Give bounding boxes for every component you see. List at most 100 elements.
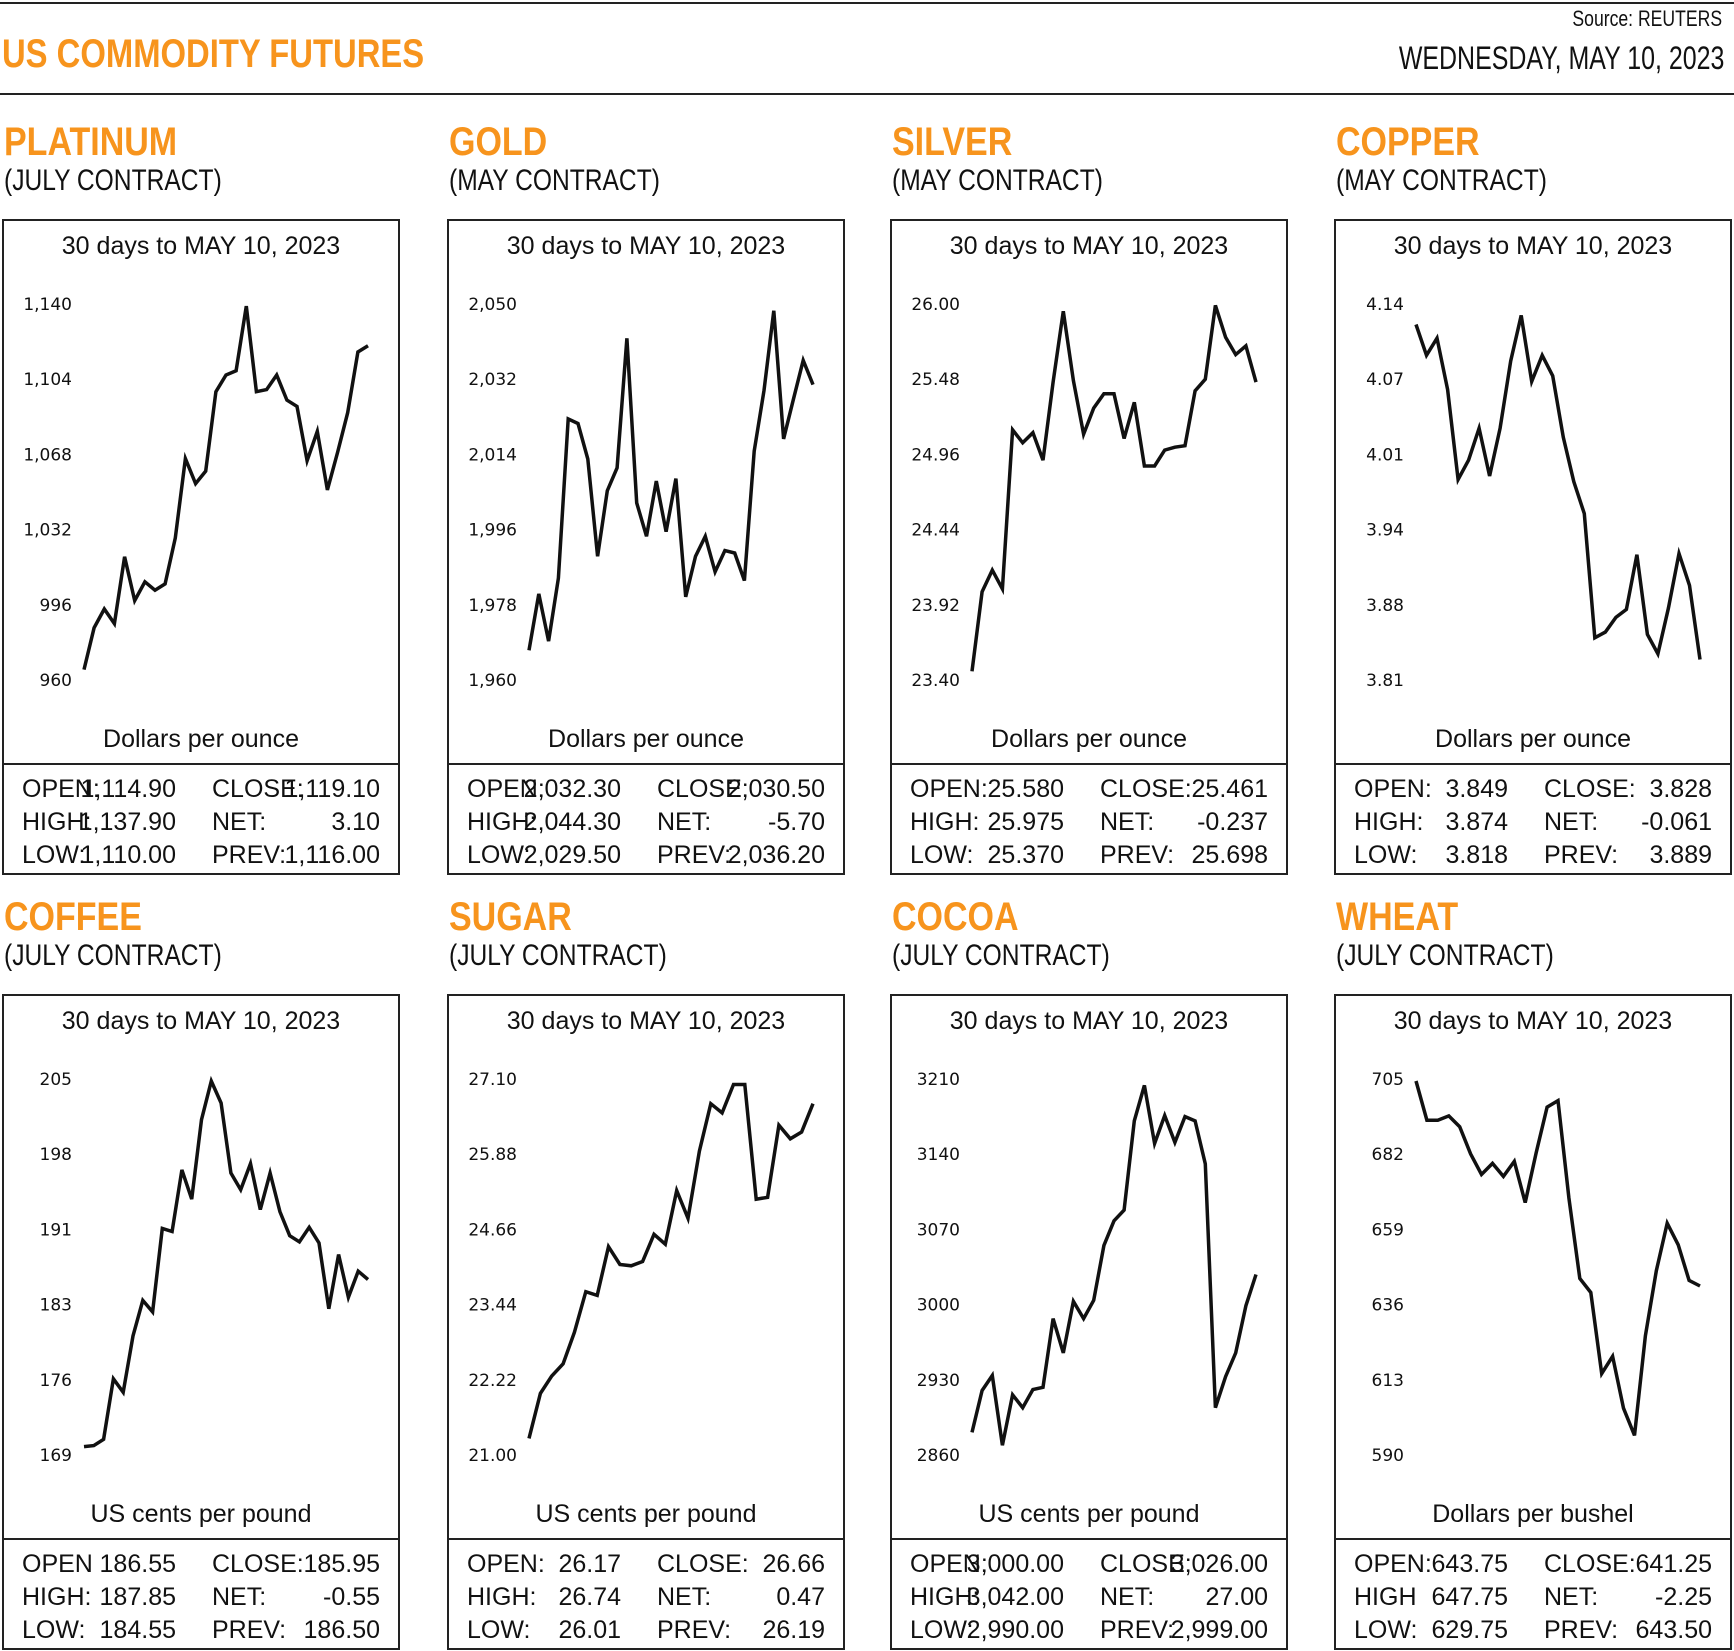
stat-label: CLOSE: (212, 775, 304, 803)
stat-label: CLOSE: (1100, 775, 1192, 803)
stat-label: NET: (212, 1583, 267, 1611)
stat-label: LOW: (467, 1616, 531, 1644)
stat-value: 3,042.00 (966, 1583, 1064, 1611)
stat-label: CLOSE: (1544, 775, 1636, 803)
y-tick-label: 3140 (917, 1145, 960, 1165)
stat-label: PREV: (657, 1616, 732, 1644)
commodity-name: COPPER (1336, 120, 1480, 164)
stat-value: 643.50 (1635, 1616, 1712, 1644)
line-chart: 30 days to MAY 10, 2023 Dollars per ounce… (468, 232, 815, 753)
line-chart: 30 days to MAY 10, 2023 Dollars per bushe… (1372, 1007, 1701, 1528)
y-tick-label: 2,032 (468, 370, 517, 390)
stat-label: PREV: (1544, 1616, 1619, 1644)
y-tick-label: 590 (1372, 1446, 1404, 1466)
y-tick-label: 2930 (917, 1371, 960, 1391)
price-line-series (527, 310, 815, 651)
stat-value: 25.698 (1191, 841, 1268, 869)
chart-box: 30 days to MAY 10, 2023 US cents per poun… (890, 994, 1288, 1650)
y-tick-label: 3210 (917, 1070, 960, 1090)
stat-value: 629.75 (1431, 1616, 1508, 1644)
stat-label: CLOSE: (1544, 1550, 1636, 1578)
stats-row: LOW: 3.818 PREV: 3.889 (1336, 841, 1730, 874)
stats-row: OPEN: 1,114.90 CLOSE: 1,119.10 (4, 775, 398, 808)
source-label: Source: REUTERS (1572, 6, 1722, 31)
line-chart: 30 days to MAY 10, 2023 Dollars per ounce… (911, 232, 1258, 753)
stat-label: OPEN: (467, 775, 545, 803)
y-tick-label: 636 (1372, 1296, 1404, 1316)
stats-row: LOW: 2,990.00 PREV: 2,999.00 (892, 1616, 1286, 1649)
stat-value: 187.85 (99, 1583, 176, 1611)
page-title: US COMMODITY FUTURES (2, 32, 425, 76)
y-tick-label: 1,104 (23, 370, 72, 390)
stat-value: -0.237 (1197, 808, 1268, 836)
commodity-name: SILVER (892, 120, 1013, 164)
stat-label: LOW: (22, 1616, 86, 1644)
stat-label: LOW: (467, 841, 531, 869)
stat-value: 641.25 (1635, 1550, 1712, 1578)
stat-label: CLOSE: (1100, 1550, 1192, 1578)
stat-label: PREV: (212, 1616, 287, 1644)
stat-value: 2,032.30 (523, 775, 621, 803)
stat-label: HIGH: (1354, 808, 1424, 836)
commodity-name: COCOA (892, 895, 1019, 939)
stat-value: -2.25 (1655, 1583, 1712, 1611)
top-rule (0, 2, 1734, 4)
stat-label: OPEN: (22, 775, 100, 803)
y-tick-label: 4.14 (1366, 295, 1404, 315)
stat-label: LOW: (22, 841, 86, 869)
y-tick-label: 682 (1372, 1145, 1404, 1165)
stat-value: 3.818 (1445, 841, 1508, 869)
y-axis-unit-label: Dollars per ounce (548, 725, 744, 753)
stat-value: 184.55 (99, 1616, 176, 1644)
y-tick-label: 1,960 (468, 671, 517, 691)
y-tick-label: 23.40 (911, 671, 960, 691)
contract-label: (JULY CONTRACT) (1336, 939, 1554, 972)
y-tick-label: 191 (40, 1220, 72, 1240)
stat-label: LOW: (910, 1616, 974, 1644)
y-tick-label: 1,996 (468, 521, 517, 541)
stats-row: HIGH: 1,137.90 NET: 3.10 (4, 808, 398, 841)
y-tick-label: 3070 (917, 1220, 960, 1240)
stat-label: LOW: (1354, 841, 1418, 869)
stats-row: HIGH: 187.85 NET: -0.55 (4, 1583, 398, 1616)
stat-value: 26.17 (558, 1550, 621, 1578)
stats-table: OPEN: 25.580 CLOSE: 25.461 HIGH: 25.975 NET: -0… (892, 763, 1286, 875)
stats-row: HIGH: 25.975 NET: -0.237 (892, 808, 1286, 841)
stat-label: PREV: (212, 841, 287, 869)
stats-row: HIGH: 2,044.30 NET: -5.70 (449, 808, 843, 841)
stats-table: OPEN: 1,114.90 CLOSE: 1,119.10 HIGH: 1,137.90… (4, 763, 398, 875)
commodity-name: GOLD (449, 120, 548, 164)
contract-label: (JULY CONTRACT) (892, 939, 1110, 972)
stat-label: NET: (1544, 808, 1599, 836)
y-tick-label: 21.00 (468, 1446, 517, 1466)
stats-row: HIGH: 3.874 NET: -0.061 (1336, 808, 1730, 841)
stats-row: OPEN: 26.17 CLOSE: 26.66 (449, 1550, 843, 1583)
chart-title: 30 days to MAY 10, 2023 (950, 232, 1228, 260)
stat-value: 2,990.00 (966, 1616, 1064, 1644)
stat-label: OPEN: (910, 775, 988, 803)
y-tick-label: 27.10 (468, 1070, 517, 1090)
y-tick-label: 22.22 (468, 1371, 517, 1391)
y-tick-label: 25.88 (468, 1145, 517, 1165)
y-tick-label: 705 (1372, 1070, 1404, 1090)
stat-label: OPEN: (910, 1550, 988, 1578)
stat-label: NET: (1100, 808, 1155, 836)
y-tick-label: 2860 (917, 1446, 960, 1466)
stat-value: 643.75 (1431, 1550, 1508, 1578)
stat-label: NET: (212, 808, 267, 836)
stat-label: LOW: (1354, 1616, 1418, 1644)
stat-value: 25.975 (987, 808, 1064, 836)
chart-box: 30 days to MAY 10, 2023 Dollars per ounce… (1334, 219, 1732, 875)
y-tick-label: 4.01 (1366, 445, 1404, 465)
y-axis-unit-label: US cents per pound (979, 1500, 1200, 1528)
y-tick-label: 960 (40, 671, 72, 691)
stat-value: 3.10 (331, 808, 380, 836)
stat-value: 26.66 (762, 1550, 825, 1578)
stats-row: LOW: 26.01 PREV: 26.19 (449, 1616, 843, 1649)
stats-row: LOW: 25.370 PREV: 25.698 (892, 841, 1286, 874)
commodity-name: COFFEE (4, 895, 142, 939)
stat-label: PREV: (657, 841, 732, 869)
y-tick-label: 25.48 (911, 370, 960, 390)
chart-title: 30 days to MAY 10, 2023 (507, 1007, 785, 1035)
stats-table: OPEN: 643.75 CLOSE: 641.25 HIGH 647.75 NET: -2.… (1336, 1538, 1730, 1650)
